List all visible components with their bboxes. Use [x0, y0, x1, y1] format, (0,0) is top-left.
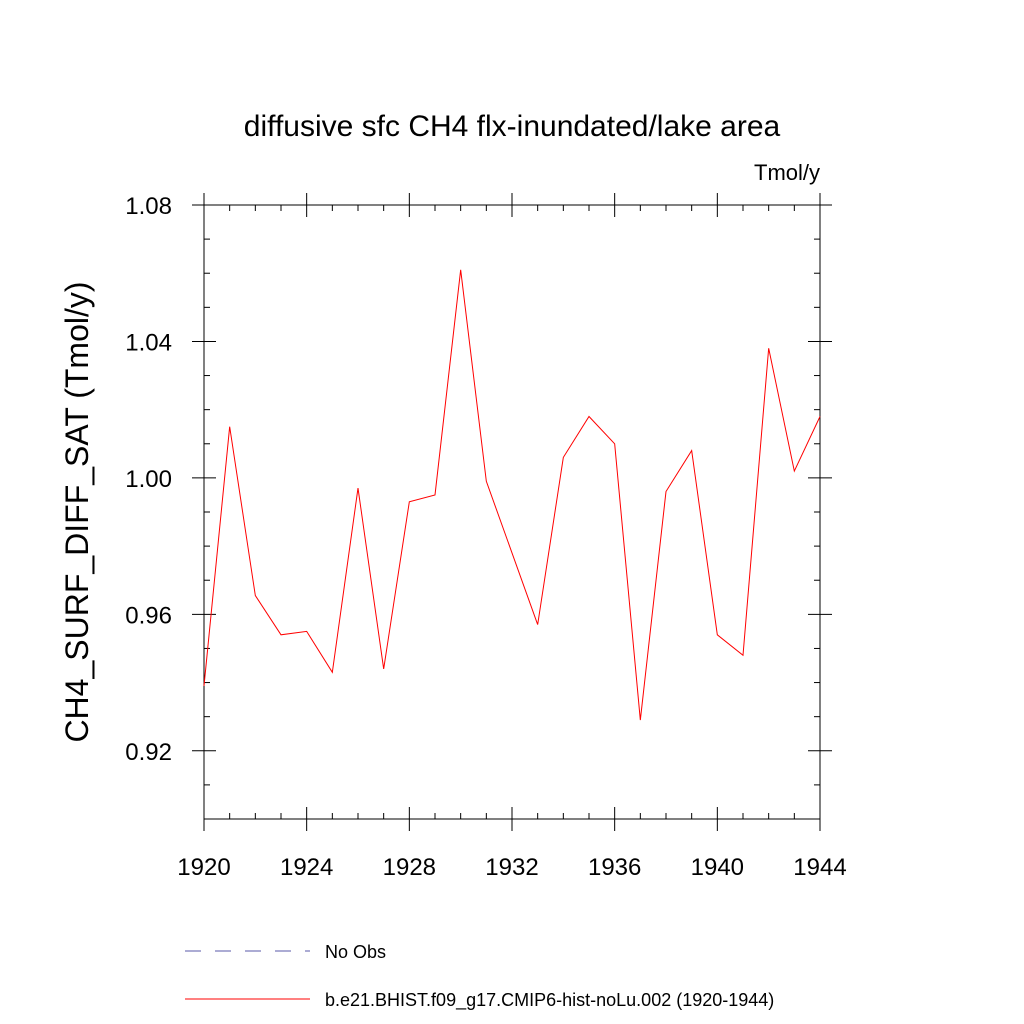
x-tick-label: 1936	[588, 854, 641, 881]
y-tick-label: 0.96	[125, 602, 172, 629]
x-tick-label: 1920	[177, 854, 230, 881]
units-label: Tmol/y	[754, 160, 820, 185]
y-tick-label: 1.08	[125, 193, 172, 220]
y-tick-label: 0.92	[125, 739, 172, 766]
x-tick-label: 1940	[691, 854, 744, 881]
x-tick-label: 1932	[485, 854, 538, 881]
axis-tick-labels: 1920 1924 1928 1932 1936 1940 1944 0.92 0.96 1.00…	[125, 193, 846, 881]
legend: No Obs b.e21.BHIST.f09_g17.CMIP6-hist-noL…	[185, 942, 774, 1011]
y-tick-label: 1.04	[125, 329, 172, 356]
plot-frame	[203, 204, 821, 820]
y-tick-label: 1.00	[125, 466, 172, 493]
chart-title: diffusive sfc CH4 flx-inundated/lake are…	[244, 110, 781, 143]
series-line	[203, 269, 821, 721]
x-tick-label: 1924	[280, 854, 333, 881]
x-tick-label: 1944	[793, 854, 846, 881]
y-axis-label: CH4_SURF_DIFF_SAT (Tmol/y)	[59, 281, 95, 742]
axis-ticks	[192, 193, 832, 831]
plot-area	[203, 269, 821, 721]
x-tick-label: 1928	[383, 854, 436, 881]
legend-label: No Obs	[325, 942, 386, 962]
legend-label: b.e21.BHIST.f09_g17.CMIP6-hist-noLu.002 …	[325, 990, 774, 1011]
